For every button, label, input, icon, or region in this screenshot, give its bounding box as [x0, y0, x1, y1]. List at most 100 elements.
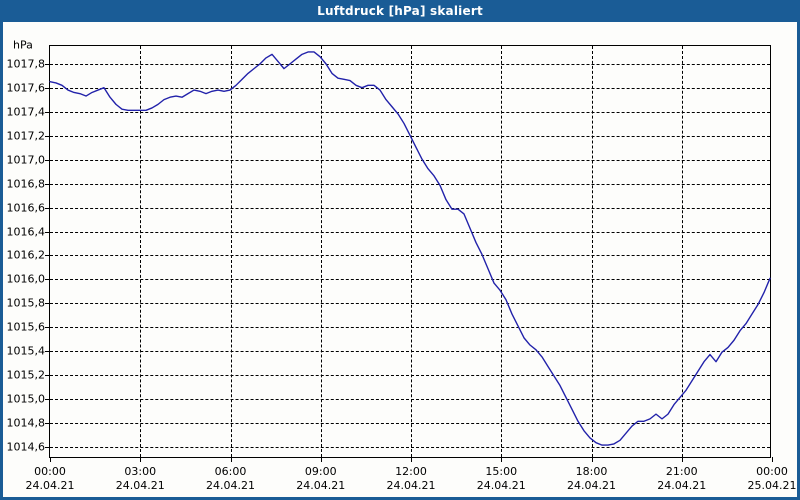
y-axis-tick-mark	[45, 111, 50, 113]
y-axis-tick-mark	[45, 135, 50, 137]
y-axis-tick-mark	[45, 207, 50, 209]
x-axis-tick-label: 09:00 24.04.21	[296, 465, 345, 493]
y-axis-unit-label: hPa	[13, 38, 33, 52]
x-axis-tick-time: 18:00	[575, 465, 608, 478]
x-axis-tick-mark	[772, 457, 773, 462]
y-axis-tick-mark	[45, 303, 50, 305]
x-axis-tick-mark	[591, 457, 593, 462]
gridline-vertical	[140, 46, 142, 457]
x-axis-tick-time: 06:00	[214, 465, 247, 478]
y-axis-tick-label: 1017,8	[6, 57, 46, 71]
gridline-horizontal	[50, 303, 770, 305]
y-axis-tick-label: 1016,4	[6, 225, 46, 239]
plot-area: 1017,8 1017,6 1017,4 1017,2 1017,0 1016,8 1016…	[7, 45, 796, 492]
gridline-horizontal	[50, 423, 770, 425]
x-axis-tick-label: 15:00 24.04.21	[477, 465, 526, 493]
y-axis-tick-mark	[45, 63, 50, 65]
gridline-horizontal	[50, 87, 770, 89]
x-axis-tick-date: 24.04.21	[115, 479, 165, 492]
gridline-horizontal	[50, 375, 770, 377]
y-axis-tick-mark	[45, 351, 50, 353]
y-axis-tick-label: 1015,6	[6, 320, 46, 334]
y-axis-tick-label: 1014,8	[6, 416, 46, 430]
y-axis-tick-mark	[45, 255, 50, 257]
y-axis-tick-label: 1015,4	[6, 344, 46, 358]
x-axis-tick-date: 24.04.21	[657, 479, 707, 492]
window-title: Luftdruck [hPa] skaliert	[317, 4, 483, 18]
y-axis-tick-label: 1015,0	[6, 392, 46, 406]
gridline-horizontal	[50, 399, 770, 401]
y-axis-tick-mark	[45, 327, 50, 329]
y-axis-tick-label: 1017,2	[6, 129, 46, 143]
gridline-horizontal	[50, 279, 770, 281]
x-axis-tick-date: 24.04.21	[25, 479, 75, 492]
gridline-vertical	[591, 46, 593, 457]
x-axis-tick-time: 21:00	[665, 465, 698, 478]
gridline-horizontal	[50, 207, 770, 209]
x-axis-tick-mark	[681, 457, 683, 462]
data-series-layer	[49, 51, 771, 446]
x-axis-tick-label: 00:00 24.04.21	[26, 465, 75, 493]
x-axis-tick-mark	[230, 457, 232, 462]
y-axis-tick-mark	[45, 231, 50, 233]
y-axis-tick-mark	[45, 447, 50, 449]
y-axis-tick-label: 1016,0	[6, 272, 46, 286]
y-axis-tick-label: 1017,0	[6, 153, 46, 167]
x-axis-tick-time: 15:00	[485, 465, 518, 478]
window-title-bar: Luftdruck [hPa] skaliert	[0, 0, 800, 22]
x-axis-tick-label: 21:00 24.04.21	[657, 465, 706, 493]
gridline-horizontal	[50, 447, 770, 449]
gridline-horizontal	[50, 159, 770, 161]
x-axis-tick-date: 24.04.21	[567, 479, 616, 492]
x-axis-tick-date: 24.04.21	[206, 479, 255, 492]
x-axis-tick-label: 12:00 24.04.21	[387, 465, 436, 493]
y-axis-tick-label: 1016,2	[6, 248, 46, 262]
x-axis-tick-label: 06:00 24.04.21	[206, 465, 255, 493]
gridline-horizontal	[50, 351, 770, 353]
y-axis-tick-mark	[45, 87, 50, 89]
x-axis-tick-date: 24.04.21	[476, 479, 526, 492]
gridline-horizontal	[50, 183, 770, 185]
x-axis-tick-mark	[411, 457, 412, 462]
x-axis-tick-mark	[140, 457, 142, 462]
gridline-horizontal	[50, 231, 770, 233]
gridline-horizontal	[50, 63, 770, 65]
x-axis-tick-time: 00:00	[34, 465, 66, 478]
x-axis-tick-mark	[320, 457, 322, 462]
x-axis-tick-date: 24.04.21	[296, 479, 346, 492]
x-axis-tick-label: 03:00 24.04.21	[116, 465, 165, 493]
series-line-luftdruck	[49, 51, 771, 446]
x-axis-tick-date: 25.04.21	[747, 479, 797, 492]
x-axis-tick-mark	[50, 457, 51, 462]
x-axis-tick-date: 24.04.21	[386, 479, 436, 492]
gridline-horizontal	[50, 255, 770, 257]
y-axis-tick-mark	[45, 183, 50, 185]
gridline-horizontal	[50, 111, 770, 113]
gridline-vertical	[320, 46, 322, 457]
y-axis-tick-mark	[45, 375, 50, 377]
y-axis-tick-label: 1016,6	[6, 201, 46, 215]
x-axis-tick-time: 12:00	[395, 465, 427, 478]
gridline-vertical	[681, 46, 683, 457]
y-axis-tick-label: 1015,8	[6, 296, 46, 310]
y-axis-tick-label: 1017,4	[6, 105, 46, 119]
y-axis-tick-mark	[45, 159, 50, 161]
y-axis-tick-label: 1015,2	[6, 368, 46, 382]
x-axis-tick-label: 18:00 24.04.21	[567, 465, 616, 493]
y-axis-tick-mark	[45, 423, 50, 425]
gridline-vertical	[411, 46, 412, 457]
x-axis-tick-mark	[501, 457, 503, 462]
gridline-vertical	[230, 46, 232, 457]
x-axis-tick-time: 00:00	[756, 465, 788, 478]
y-axis-tick-label: 1014,6	[6, 440, 46, 454]
y-axis-tick-mark	[45, 399, 50, 401]
gridline-vertical	[501, 46, 503, 457]
x-axis-tick-time: 03:00	[124, 465, 157, 478]
y-axis-tick-label: 1016,8	[6, 177, 46, 191]
x-axis-tick-time: 09:00	[304, 465, 337, 478]
y-axis-tick-mark	[45, 279, 50, 281]
chart-canvas: hPa 1017,8 1017,6 1017,4 1017,2 1017,0 1016,8…	[3, 25, 797, 497]
y-axis-tick-label: 1017,6	[6, 81, 46, 95]
gridline-horizontal	[50, 327, 770, 329]
